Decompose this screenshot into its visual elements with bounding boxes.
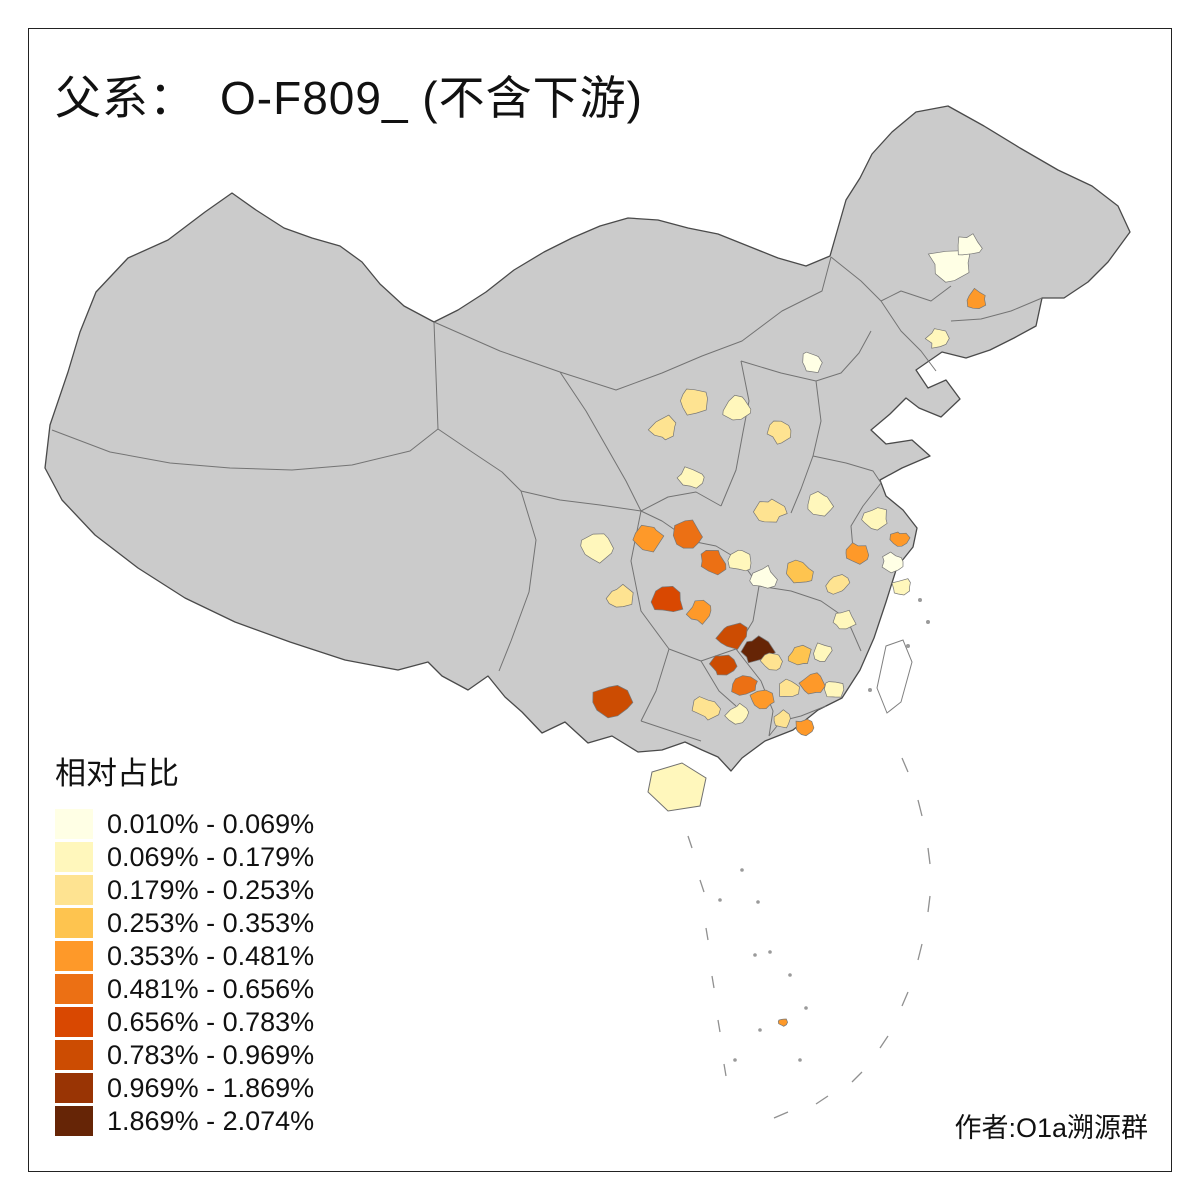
map-region bbox=[685, 599, 712, 625]
map-region bbox=[845, 542, 870, 565]
mainland-outline bbox=[44, 105, 1131, 772]
map-region bbox=[889, 531, 911, 547]
legend-swatch bbox=[55, 875, 93, 905]
colored-regions bbox=[580, 233, 987, 1027]
map-region bbox=[825, 574, 851, 595]
map-region bbox=[580, 533, 614, 564]
map-region bbox=[773, 709, 791, 729]
islands bbox=[647, 639, 913, 812]
map-region bbox=[823, 681, 845, 698]
map-region bbox=[724, 702, 750, 725]
legend-row: 1.869% - 2.074% bbox=[55, 1106, 314, 1136]
map-region bbox=[766, 420, 792, 445]
map-region bbox=[813, 642, 833, 662]
legend-swatch bbox=[55, 1040, 93, 1070]
legend-label: 0.656% - 0.783% bbox=[107, 1006, 315, 1037]
legend-swatch bbox=[55, 1007, 93, 1037]
map-region bbox=[592, 685, 634, 719]
taiwan-island bbox=[876, 639, 913, 714]
legend: 相对占比 0.010% - 0.069% 0.069% - 0.179% 0.179… bbox=[55, 748, 314, 1139]
map-region bbox=[752, 498, 788, 523]
map-region bbox=[722, 394, 752, 421]
legend-row: 0.481% - 0.656% bbox=[55, 974, 314, 1004]
map-region bbox=[708, 654, 738, 676]
legend-label: 0.481% - 0.656% bbox=[107, 973, 315, 1004]
map-region bbox=[759, 652, 783, 671]
map-region bbox=[632, 524, 665, 553]
map-region bbox=[802, 351, 823, 373]
hainan-island bbox=[647, 762, 707, 812]
map-region bbox=[777, 1018, 788, 1027]
legend-label: 0.969% - 1.869% bbox=[107, 1072, 315, 1103]
map-region bbox=[786, 559, 814, 584]
map-region bbox=[798, 672, 826, 695]
map-region bbox=[787, 644, 812, 666]
legend-swatch bbox=[55, 809, 93, 839]
legend-label: 0.179% - 0.253% bbox=[107, 874, 315, 905]
legend-label: 1.869% - 2.074% bbox=[107, 1105, 315, 1136]
map-region bbox=[647, 414, 677, 441]
legend-label: 0.253% - 0.353% bbox=[107, 907, 315, 938]
map-region bbox=[891, 578, 911, 596]
map-region bbox=[676, 466, 705, 489]
map-region bbox=[715, 622, 748, 650]
legend-row: 0.656% - 0.783% bbox=[55, 1007, 314, 1037]
map-region bbox=[924, 328, 950, 349]
legend-label: 0.069% - 0.179% bbox=[107, 841, 315, 872]
map-region bbox=[807, 490, 835, 517]
map-region bbox=[966, 287, 987, 309]
legend-swatch bbox=[55, 908, 93, 938]
south-china-sea-islets bbox=[718, 598, 930, 1062]
legend-swatch bbox=[55, 842, 93, 872]
chart-title: 父系： O-F809_ (不含下游) bbox=[55, 72, 643, 124]
map-region bbox=[749, 689, 775, 710]
legend-row: 0.010% - 0.069% bbox=[55, 809, 314, 839]
legend-label: 0.353% - 0.481% bbox=[107, 940, 315, 971]
legend-row: 0.969% - 1.869% bbox=[55, 1073, 314, 1103]
legend-row: 0.253% - 0.353% bbox=[55, 908, 314, 938]
south-china-sea-dashes bbox=[687, 757, 931, 1119]
map-region bbox=[832, 609, 857, 630]
map-region bbox=[861, 507, 888, 531]
legend-row: 0.069% - 0.179% bbox=[55, 842, 314, 872]
map-region bbox=[778, 678, 800, 697]
map-region bbox=[727, 549, 752, 572]
legend-rows: 0.010% - 0.069% 0.069% - 0.179% 0.179% - 0… bbox=[55, 809, 314, 1136]
legend-swatch bbox=[55, 1073, 93, 1103]
map-region bbox=[957, 233, 983, 256]
author-credit: 作者:O1a溯源群 bbox=[954, 1113, 1148, 1143]
map-region bbox=[680, 388, 708, 416]
map-region bbox=[672, 519, 703, 549]
legend-swatch bbox=[55, 974, 93, 1004]
legend-row: 0.179% - 0.253% bbox=[55, 875, 314, 905]
legend-swatch bbox=[55, 1106, 93, 1136]
legend-title: 相对占比 bbox=[55, 756, 179, 791]
map-region bbox=[650, 585, 684, 613]
map-region bbox=[605, 583, 634, 608]
map-region bbox=[700, 550, 727, 576]
legend-row: 0.353% - 0.481% bbox=[55, 941, 314, 971]
legend-row: 0.783% - 0.969% bbox=[55, 1040, 314, 1070]
map-region bbox=[795, 718, 815, 737]
map-region bbox=[749, 564, 778, 589]
legend-label: 0.783% - 0.969% bbox=[107, 1039, 315, 1070]
province-boundaries bbox=[51, 256, 1043, 742]
legend-label: 0.010% - 0.069% bbox=[107, 808, 315, 839]
map-region bbox=[731, 675, 758, 696]
legend-swatch bbox=[55, 941, 93, 971]
map-region bbox=[691, 696, 721, 721]
map-region bbox=[881, 551, 904, 574]
